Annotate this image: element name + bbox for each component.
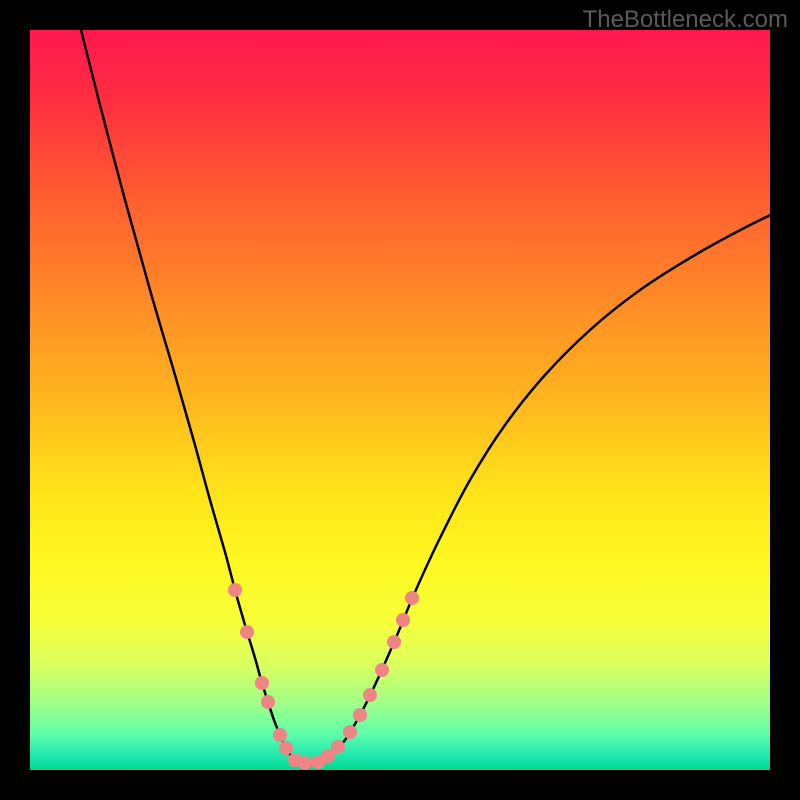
marker-dot bbox=[228, 583, 242, 597]
marker-dot bbox=[273, 728, 287, 742]
watermark-text: TheBottleneck.com bbox=[583, 6, 788, 34]
marker-dot bbox=[298, 756, 312, 770]
marker-dot bbox=[279, 741, 293, 755]
marker-dot bbox=[375, 663, 389, 677]
marker-dot bbox=[240, 625, 254, 639]
marker-dot bbox=[261, 695, 275, 709]
marker-dot bbox=[255, 676, 269, 690]
marker-dot bbox=[331, 740, 345, 754]
marker-dot bbox=[353, 708, 367, 722]
marker-dot bbox=[387, 635, 401, 649]
marker-dot bbox=[405, 591, 419, 605]
plot-background bbox=[30, 30, 770, 770]
bottleneck-chart bbox=[0, 0, 800, 800]
chart-container: TheBottleneck.com bbox=[0, 0, 800, 800]
marker-dot bbox=[343, 725, 357, 739]
marker-dot bbox=[363, 688, 377, 702]
marker-dot bbox=[396, 613, 410, 627]
